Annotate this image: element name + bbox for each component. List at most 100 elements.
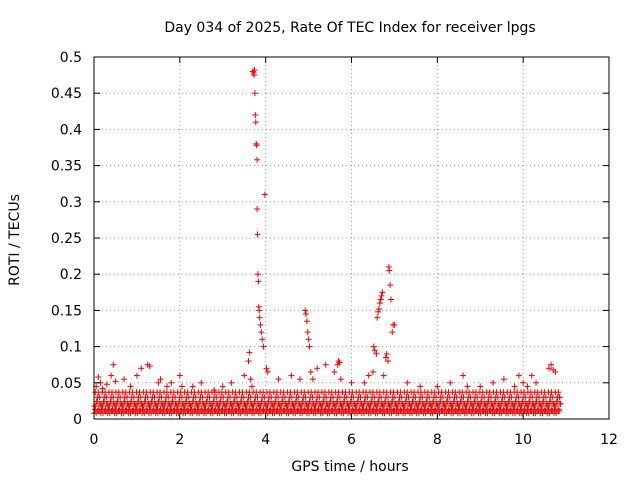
data-point xyxy=(520,379,527,386)
data-point xyxy=(417,383,424,390)
baseline-point xyxy=(106,402,113,409)
y-tick-label: 0.5 xyxy=(60,50,82,66)
x-tick-label: 0 xyxy=(90,432,99,448)
baseline-point xyxy=(401,402,408,409)
y-tick-label: 0.25 xyxy=(51,231,82,247)
data-point xyxy=(302,307,309,314)
baseline-point xyxy=(394,402,401,409)
baseline-point xyxy=(557,400,564,407)
data-point xyxy=(309,376,316,383)
baseline-point xyxy=(312,402,319,409)
baseline-point xyxy=(216,402,223,409)
baseline-point xyxy=(555,389,562,396)
data-point xyxy=(241,372,248,379)
data-point xyxy=(391,321,398,328)
baseline-point xyxy=(545,402,552,409)
data-point xyxy=(253,142,260,149)
data-point xyxy=(545,365,552,372)
baseline-point xyxy=(147,402,154,409)
data-point xyxy=(511,383,518,390)
baseline-point xyxy=(154,402,161,409)
data-point xyxy=(260,343,267,350)
data-point xyxy=(146,363,153,370)
data-point xyxy=(112,378,119,385)
data-point xyxy=(434,383,441,390)
y-tick-label: 0.2 xyxy=(60,267,82,283)
baseline-point xyxy=(319,402,326,409)
baseline-point xyxy=(298,402,305,409)
data-point xyxy=(375,305,382,312)
baseline-point xyxy=(470,402,477,409)
data-point xyxy=(490,379,497,386)
axis-ticks xyxy=(93,56,610,420)
data-point xyxy=(251,67,258,74)
data-point xyxy=(380,372,387,379)
x-axis-tick-labels: 0 2 4 6 8 10 12 xyxy=(90,432,618,448)
data-point xyxy=(251,90,258,97)
baseline-point xyxy=(181,402,188,409)
baseline-point xyxy=(195,402,202,409)
baseline-point xyxy=(442,402,449,409)
data-point xyxy=(261,191,268,198)
data-point xyxy=(138,365,145,372)
data-point xyxy=(314,365,321,372)
baseline-point xyxy=(511,402,518,409)
baseline-point xyxy=(230,402,237,409)
baseline-point xyxy=(353,402,360,409)
baseline-point xyxy=(236,402,243,409)
data-point xyxy=(254,206,261,213)
data-point xyxy=(275,376,282,383)
data-point xyxy=(110,361,117,368)
data-point xyxy=(246,349,253,356)
data-point xyxy=(263,365,270,372)
baseline-point xyxy=(99,402,106,409)
data-point xyxy=(258,329,265,336)
data-point xyxy=(248,383,255,390)
data-point xyxy=(382,354,389,361)
data-point xyxy=(257,321,264,328)
data-point xyxy=(252,119,259,126)
data-point xyxy=(251,72,258,79)
baseline-point xyxy=(291,402,298,409)
baseline-point xyxy=(209,402,216,409)
data-point xyxy=(254,231,261,238)
baseline-point xyxy=(484,402,491,409)
baseline-point xyxy=(518,402,525,409)
data-point xyxy=(303,318,310,325)
data-points xyxy=(91,67,564,417)
baseline-point xyxy=(490,402,497,409)
data-point xyxy=(477,383,484,390)
baseline-point xyxy=(381,402,388,409)
baseline-point xyxy=(257,402,264,409)
data-point xyxy=(389,329,396,336)
data-point xyxy=(361,379,368,386)
data-point xyxy=(387,296,394,303)
grid-lines xyxy=(94,57,609,419)
baseline-point xyxy=(113,402,120,409)
data-point xyxy=(264,368,271,375)
x-tick-label: 2 xyxy=(175,432,184,448)
baseline-point xyxy=(539,402,546,409)
data-point xyxy=(369,368,376,375)
data-point xyxy=(552,368,559,375)
data-point xyxy=(157,376,164,383)
x-tick-label: 12 xyxy=(600,432,618,448)
baseline-point xyxy=(346,402,353,409)
data-point xyxy=(500,376,507,383)
y-tick-label: 0.4 xyxy=(60,122,82,138)
baseline-point xyxy=(305,402,312,409)
baseline-point xyxy=(284,402,291,409)
data-point xyxy=(335,358,342,365)
baseline-point xyxy=(278,402,285,409)
baseline-point xyxy=(161,402,168,409)
data-point xyxy=(515,372,522,379)
data-point xyxy=(247,376,254,383)
data-point xyxy=(337,376,344,383)
data-point xyxy=(374,314,381,321)
data-point xyxy=(155,379,162,386)
baseline-point xyxy=(463,402,470,409)
x-tick-label: 6 xyxy=(347,432,356,448)
data-point xyxy=(297,376,303,383)
data-point xyxy=(108,372,115,379)
